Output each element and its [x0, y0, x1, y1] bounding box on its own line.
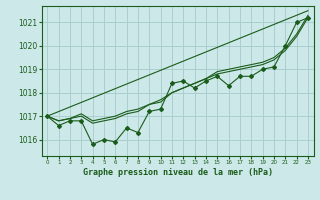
X-axis label: Graphe pression niveau de la mer (hPa): Graphe pression niveau de la mer (hPa): [83, 168, 273, 177]
